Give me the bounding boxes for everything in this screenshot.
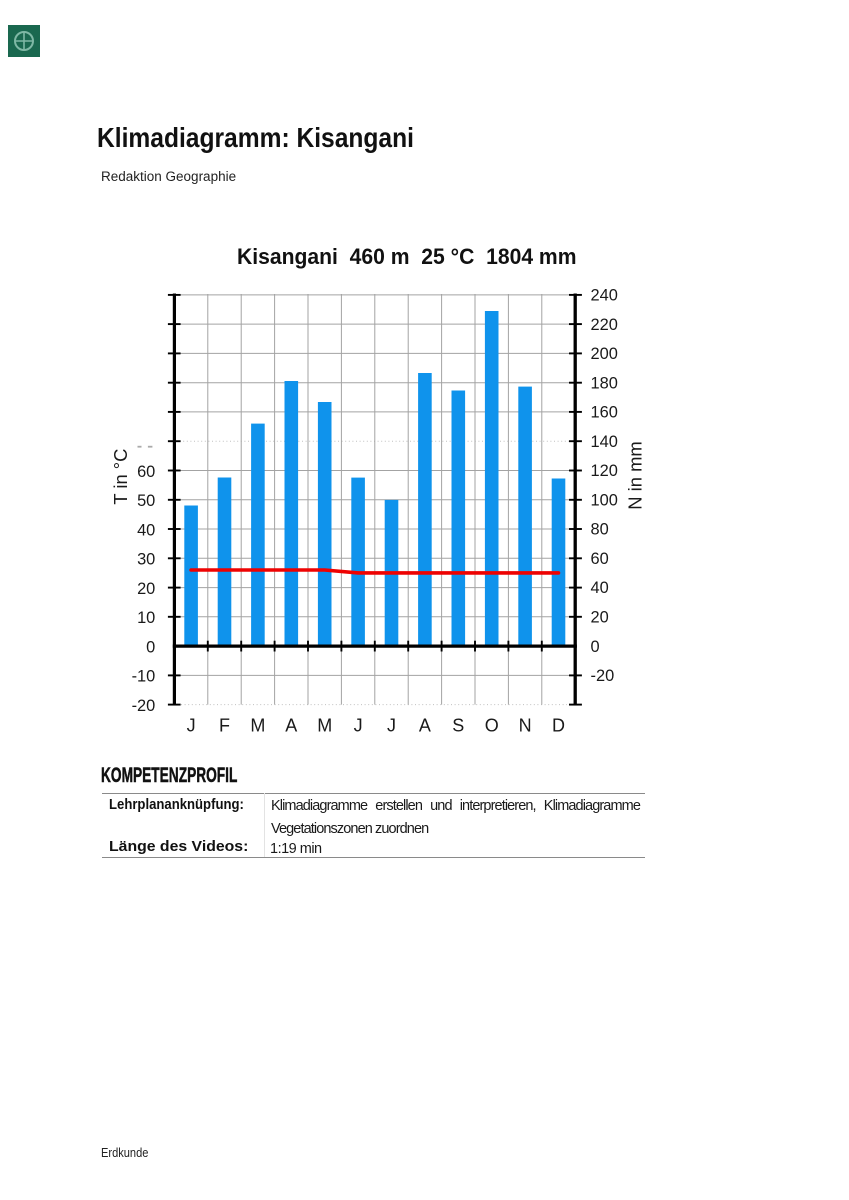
svg-text:240: 240 bbox=[591, 287, 618, 305]
svg-text:160: 160 bbox=[591, 404, 618, 422]
svg-text:0: 0 bbox=[591, 638, 600, 656]
svg-text:20: 20 bbox=[137, 580, 155, 598]
svg-text:-20: -20 bbox=[591, 667, 615, 685]
svg-text:60: 60 bbox=[591, 550, 609, 568]
svg-text:30: 30 bbox=[137, 551, 155, 569]
svg-text:J: J bbox=[187, 716, 196, 736]
svg-text:40: 40 bbox=[137, 521, 155, 539]
svg-text:0: 0 bbox=[146, 638, 155, 656]
svg-text:60: 60 bbox=[137, 463, 155, 481]
svg-text:140: 140 bbox=[591, 433, 618, 451]
svg-text:M: M bbox=[250, 716, 265, 736]
svg-text:40: 40 bbox=[591, 579, 609, 597]
svg-text:O: O bbox=[485, 716, 499, 736]
svg-text:A: A bbox=[285, 716, 297, 736]
svg-text:N in mm: N in mm bbox=[624, 441, 645, 509]
svg-text:T in °C: T in °C bbox=[110, 449, 131, 505]
svg-text:50: 50 bbox=[137, 492, 155, 510]
svg-text:D: D bbox=[552, 716, 565, 736]
svg-text:S: S bbox=[452, 716, 464, 736]
svg-text:J: J bbox=[354, 716, 363, 736]
svg-text:220: 220 bbox=[591, 316, 618, 334]
svg-text:200: 200 bbox=[591, 345, 618, 363]
svg-text:20: 20 bbox=[591, 609, 609, 627]
svg-text:120: 120 bbox=[591, 462, 618, 480]
svg-text:10: 10 bbox=[137, 609, 155, 627]
svg-text:M: M bbox=[317, 716, 332, 736]
svg-text:J: J bbox=[387, 716, 396, 736]
svg-text:A: A bbox=[419, 716, 431, 736]
svg-text:N: N bbox=[519, 716, 532, 736]
svg-text:-10: -10 bbox=[132, 668, 156, 686]
svg-text:80: 80 bbox=[591, 521, 609, 539]
svg-text:F: F bbox=[219, 716, 230, 736]
svg-text:100: 100 bbox=[591, 491, 618, 509]
svg-text:-20: -20 bbox=[132, 697, 156, 715]
svg-text:180: 180 bbox=[591, 374, 618, 392]
